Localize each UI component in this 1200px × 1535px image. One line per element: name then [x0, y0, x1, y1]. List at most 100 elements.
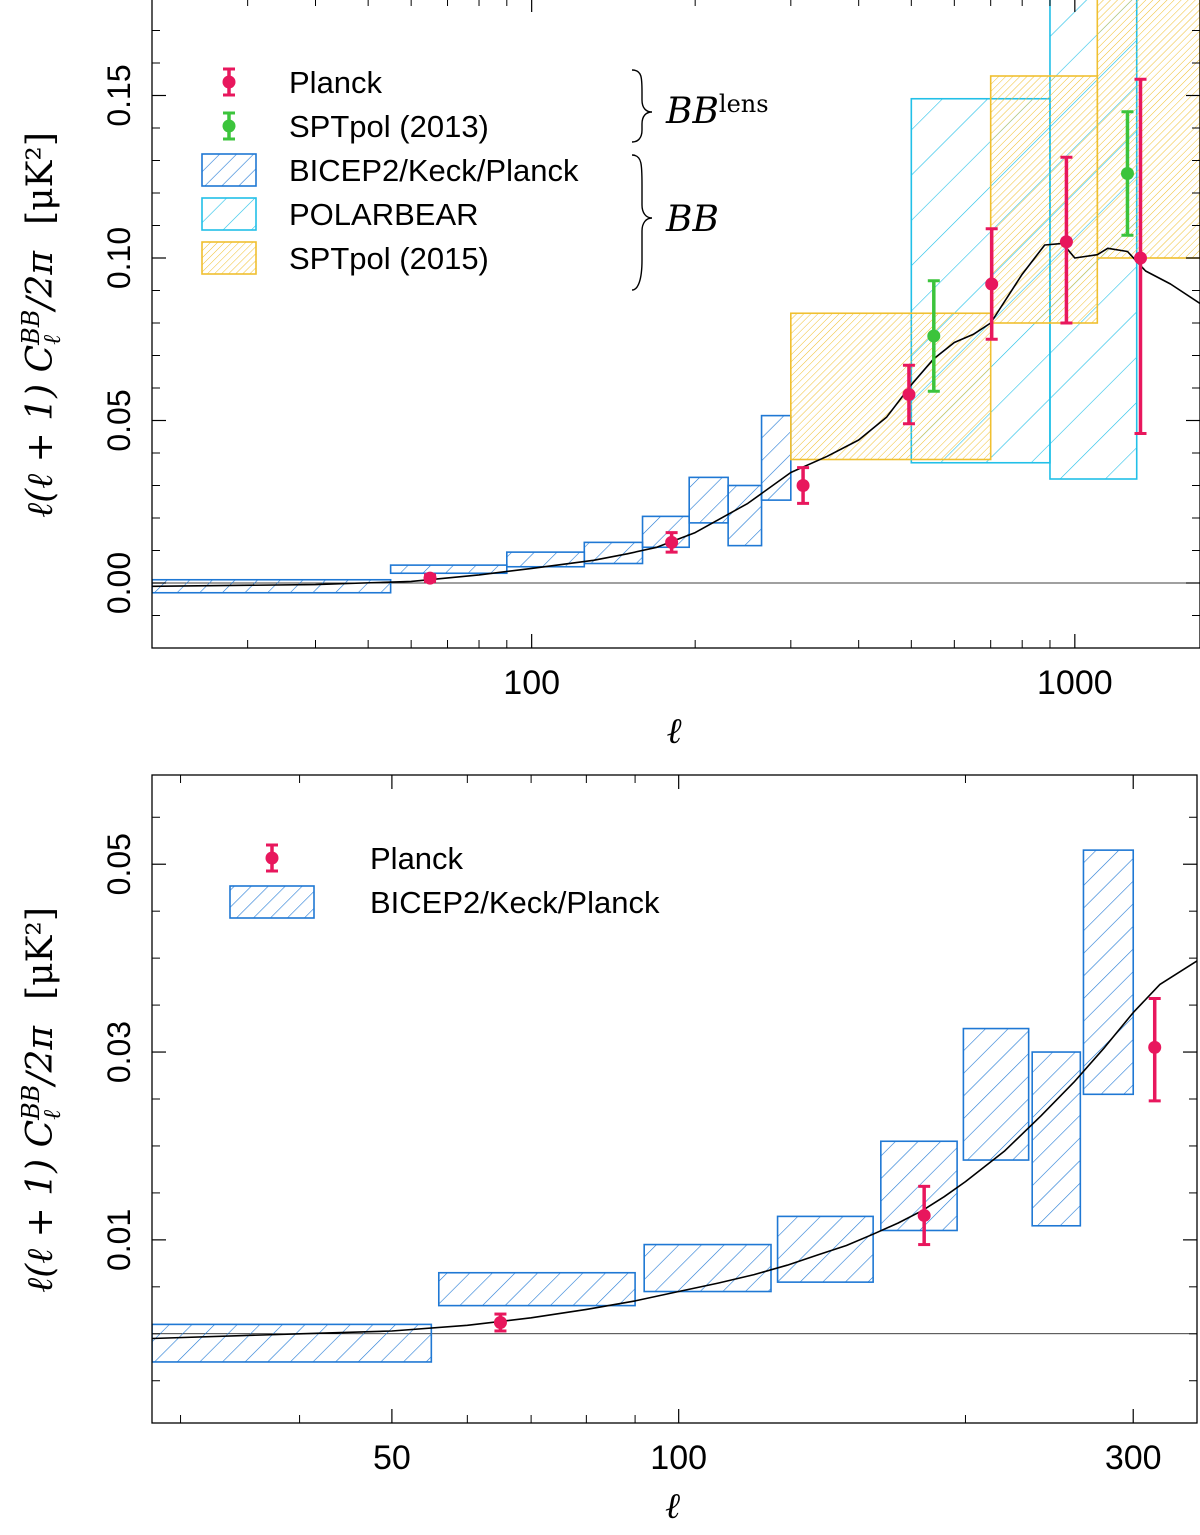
point-marker [927, 329, 941, 343]
y-tick-label: 0.05 [101, 833, 137, 895]
legend-label: BICEP2/Keck/Planck [289, 153, 579, 188]
group-label-bb-lens: BBlens [665, 90, 769, 132]
top-x-axis: 100 1000 ℓ [247, 0, 1113, 752]
bottom-plot-area [152, 849, 1197, 1363]
legend-entry-planck: Planck [222, 65, 383, 100]
bottom-box-0 [152, 1323, 433, 1363]
top-model-curve [152, 242, 1200, 588]
legend-entry-sptpol-2015-: SPTpol (2015) [201, 241, 489, 276]
bottom-y-axis: 0.01 0.03 0.05 [101, 816, 1197, 1382]
x-tick-label: 100 [503, 664, 560, 702]
legend-swatch [201, 153, 257, 187]
legend-entry-bicep2-keck-planck: BICEP2/Keck/Planck [201, 153, 579, 188]
chart-top: 100 1000 ℓ 0.00 0.05 0.10 0.15 ℓ(ℓ + 1) CℓBB/2π… [17, 0, 1200, 752]
top-x-axis-label: ℓ [667, 711, 682, 752]
point-marker [493, 1316, 507, 1330]
legend-label: SPTpol (2013) [289, 109, 489, 144]
x-tick-label: 1000 [1037, 664, 1113, 702]
top-data-point-3 [902, 363, 916, 426]
legend-entry-polarbear: POLARBEAR [201, 197, 479, 232]
legend-marker [265, 851, 279, 865]
point-marker [423, 571, 437, 585]
legend-entry-sptpol-2013-: SPTpol (2013) [222, 109, 489, 144]
top-y-axis-label: ℓ(ℓ + 1) CℓBB/2π[μK²] [17, 132, 66, 518]
top-box-1 [989, 75, 1099, 324]
point-marker [796, 479, 810, 492]
legend-label: Planck [370, 841, 464, 876]
bottom-box-3 [776, 1215, 874, 1283]
legend-swatch [201, 241, 257, 275]
bottom-box-5 [962, 1027, 1030, 1161]
y-tick-label: 0.05 [101, 389, 137, 451]
bottom-series-bicep2-keck-planck [152, 849, 1135, 1363]
legend-label: Planck [289, 65, 383, 100]
top-box-3 [583, 541, 644, 565]
bottom-box-2 [643, 1243, 772, 1293]
legend-swatch [229, 885, 315, 919]
top-series-sptpol-2015- [790, 0, 1200, 461]
bottom-data-point-1 [917, 1184, 931, 1247]
top-box-0 [790, 312, 992, 461]
top-data-point-0 [927, 279, 941, 393]
point-marker [1059, 235, 1073, 249]
top-legend: Planck SPTpol (2013) BICEP2/Keck/Planck POL… [201, 65, 579, 276]
legend-marker [222, 75, 236, 89]
top-y-axis: 0.00 0.05 0.10 0.15 [101, 30, 1200, 616]
y-tick-label: 0.00 [101, 552, 137, 614]
legend-entry-bicep2-keck-planck: BICEP2/Keck/Planck [229, 885, 660, 920]
chart-bottom: 50 100 300 ℓ 0.01 0.03 0.05 ℓ(ℓ + 1) CℓBB/2π[μK… [17, 774, 1198, 1527]
point-marker [985, 277, 999, 291]
bottom-model-curve [152, 960, 1197, 1340]
top-data-point-0 [423, 571, 437, 585]
bottom-box-6 [1031, 1051, 1082, 1227]
bottom-x-axis: 50 100 300 ℓ [180, 775, 1162, 1527]
top-box-2 [1096, 0, 1200, 259]
point-marker [665, 535, 679, 549]
y-tick-label: 0.03 [101, 1021, 137, 1083]
y-tick-label: 0.15 [101, 64, 137, 126]
top-data-point-1 [1120, 110, 1134, 237]
top-data-point-5 [1059, 155, 1073, 325]
top-data-point-2 [796, 466, 810, 505]
x-tick-label: 300 [1105, 1439, 1162, 1477]
bottom-box-7 [1082, 849, 1135, 1096]
top-series-sptpol-2013- [927, 110, 1134, 393]
point-marker [1120, 167, 1134, 180]
point-marker [1148, 1040, 1162, 1054]
top-data-point-1 [665, 531, 679, 554]
brace-lens [631, 69, 653, 143]
bottom-x-axis-label: ℓ [665, 1486, 680, 1527]
legend-marker [222, 119, 236, 133]
y-tick-label: 0.10 [101, 227, 137, 289]
bottom-legend: Planck BICEP2/Keck/Planck [229, 841, 660, 920]
point-marker [902, 388, 916, 401]
top-data-point-4 [985, 227, 999, 341]
top-box-2 [506, 551, 586, 568]
top-data-point-6 [1133, 77, 1147, 435]
bottom-series-planck [493, 997, 1162, 1333]
bottom-y-axis-label: ℓ(ℓ + 1) CℓBB/2π[μK²] [17, 907, 66, 1293]
legend-label: SPTpol (2015) [289, 241, 489, 276]
bottom-data-point-2 [1148, 997, 1162, 1103]
point-marker [1133, 251, 1147, 265]
bottom-data-point-0 [493, 1312, 507, 1333]
bottom-box-1 [437, 1271, 636, 1307]
legend-swatch [201, 197, 257, 231]
point-marker [917, 1208, 931, 1222]
brace-bb [631, 154, 653, 291]
group-label-bb: BB [665, 199, 719, 240]
legend-label: BICEP2/Keck/Planck [370, 885, 660, 920]
top-box-1 [389, 564, 508, 575]
x-tick-label: 100 [650, 1439, 707, 1477]
legend-entry-planck: Planck [265, 841, 464, 876]
y-tick-label: 0.01 [101, 1209, 137, 1271]
top-plot-area [152, 0, 1200, 594]
top-legend-groups: BBlens BB [631, 69, 769, 291]
top-series-planck [423, 77, 1147, 585]
top-box-6 [727, 484, 763, 547]
x-tick-label: 50 [373, 1439, 411, 1477]
top-series-bicep2-keck-planck [152, 414, 792, 594]
top-box-0 [152, 578, 392, 594]
